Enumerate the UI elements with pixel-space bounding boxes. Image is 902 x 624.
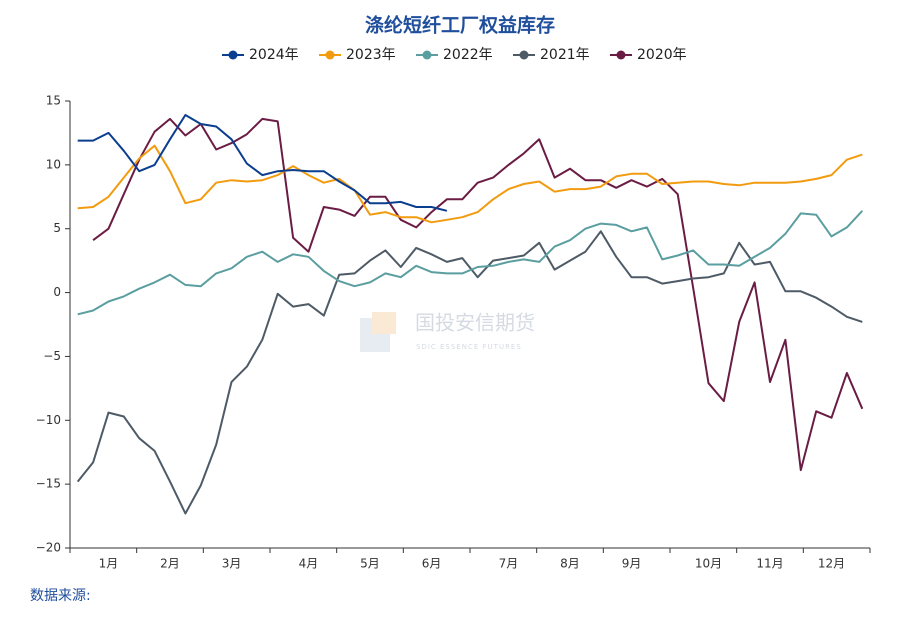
legend-marker	[616, 50, 626, 60]
legend-label: 2020年	[637, 47, 687, 63]
x-tick-label: 11月	[756, 557, 783, 571]
watermark: 国投安信期货 SDIC ESSENCE FUTURES	[360, 311, 535, 352]
legend-label: 2024年	[249, 47, 299, 63]
y-tick-label: −5	[43, 349, 61, 363]
y-tick-label: 0	[53, 285, 61, 299]
series-line	[77, 114, 448, 212]
watermark-logo	[372, 312, 396, 334]
x-tick-label: 3月	[222, 557, 242, 571]
y-tick-label: 10	[46, 157, 61, 171]
x-tick-label: 4月	[299, 557, 319, 571]
x-tick-label: 9月	[622, 557, 642, 571]
watermark-logo	[360, 318, 390, 352]
legend-marker	[422, 50, 432, 60]
series-line	[76, 230, 863, 515]
series-line	[77, 144, 863, 224]
series-line	[92, 117, 864, 472]
x-tick-label: 8月	[560, 557, 580, 571]
x-tick-label: 7月	[499, 557, 519, 571]
x-tick-label: 12月	[818, 557, 845, 571]
watermark-sub: SDIC ESSENCE FUTURES	[416, 343, 522, 351]
legend-marker	[228, 50, 238, 60]
y-tick-label: 15	[46, 94, 61, 108]
legend-marker	[519, 50, 529, 60]
x-tick-label: 5月	[360, 557, 380, 571]
source: 数据来源:	[30, 588, 91, 604]
x-tick-label: 2月	[160, 557, 180, 571]
y-tick-label: −15	[36, 477, 61, 491]
x-tick-label: 1月	[99, 557, 119, 571]
legend-label: 2022年	[443, 47, 493, 63]
y-tick-label: −10	[36, 413, 61, 427]
legend-label: 2021年	[540, 47, 590, 63]
watermark-text: 国投安信期货	[415, 311, 535, 335]
chart-title: 涤纶短纤工厂权益库存	[365, 14, 555, 37]
x-tick-label: 10月	[695, 557, 722, 571]
series-line	[77, 210, 864, 316]
y-tick-label: −20	[36, 541, 61, 555]
legend: 2024年 2023年 2022年 2021年 2020年	[222, 47, 687, 63]
legend-marker	[325, 50, 335, 60]
x-tick-label: 6月	[422, 557, 442, 571]
legend-label: 2023年	[346, 47, 396, 63]
y-tick-label: 5	[53, 221, 61, 235]
